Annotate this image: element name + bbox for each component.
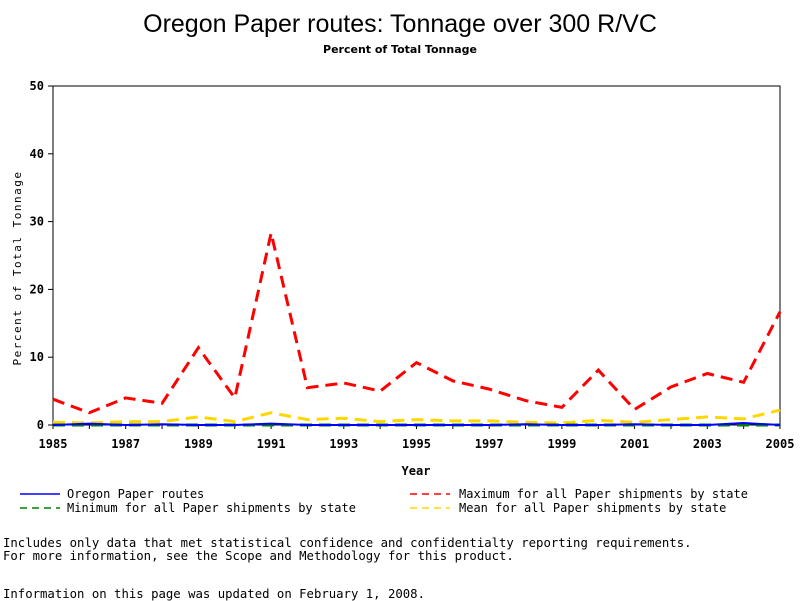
- x-tick-label: 1997: [475, 437, 504, 451]
- y-tick-label: 0: [37, 418, 44, 432]
- x-tick-label: 1995: [402, 437, 431, 451]
- x-tick-label: 1989: [184, 437, 213, 451]
- y-tick-label: 50: [30, 79, 44, 93]
- y-tick-label: 30: [30, 215, 44, 229]
- y-axis: 0 10 20 30 40 50: [30, 79, 53, 432]
- y-tick-label: 10: [30, 350, 44, 364]
- x-axis-label: Year: [402, 464, 431, 478]
- x-tick-label: 1987: [111, 437, 140, 451]
- legend-label-maximum: Maximum for all Paper shipments by state: [459, 487, 748, 501]
- series-lines: [52, 232, 782, 427]
- x-axis: 1985 1987 1989 1991 1993 1995 1997 1999 2001 2003…: [39, 425, 795, 451]
- legend-label-minimum: Minimum for all Paper shipments by state: [67, 501, 356, 515]
- legend-label-oregon: Oregon Paper routes: [67, 487, 204, 501]
- footnote-confidence: Includes only data that met statistical …: [3, 536, 692, 550]
- series-line-oregon: [52, 421, 781, 427]
- series-line-maximum: [52, 232, 782, 415]
- footnote-updated: Information on this page was updated on …: [3, 587, 425, 601]
- chart-subtitle: Percent of Total Tonnage: [323, 43, 477, 56]
- y-tick-label: 40: [30, 147, 44, 161]
- x-tick-label: 2005: [766, 437, 795, 451]
- y-tick-label: 20: [30, 282, 44, 296]
- series-line-mean: [52, 408, 781, 425]
- legend-label-mean: Mean for all Paper shipments by state: [459, 501, 726, 515]
- x-tick-label: 1991: [257, 437, 286, 451]
- legend: Oregon Paper routes Minimum for all Pape…: [20, 487, 748, 515]
- x-tick-label: 2001: [620, 437, 649, 451]
- y-axis-label: Percent of Total Tonnage: [11, 171, 24, 366]
- x-tick-label: 1985: [39, 437, 68, 451]
- chart-title: Oregon Paper routes: Tonnage over 300 R/…: [143, 10, 657, 38]
- footnote-methodology: For more information, see the Scope and …: [3, 549, 514, 563]
- x-tick-label: 1999: [547, 437, 576, 451]
- plot-area-frame: [52, 85, 781, 426]
- x-tick-label: 1993: [329, 437, 358, 451]
- x-tick-label: 2003: [693, 437, 722, 451]
